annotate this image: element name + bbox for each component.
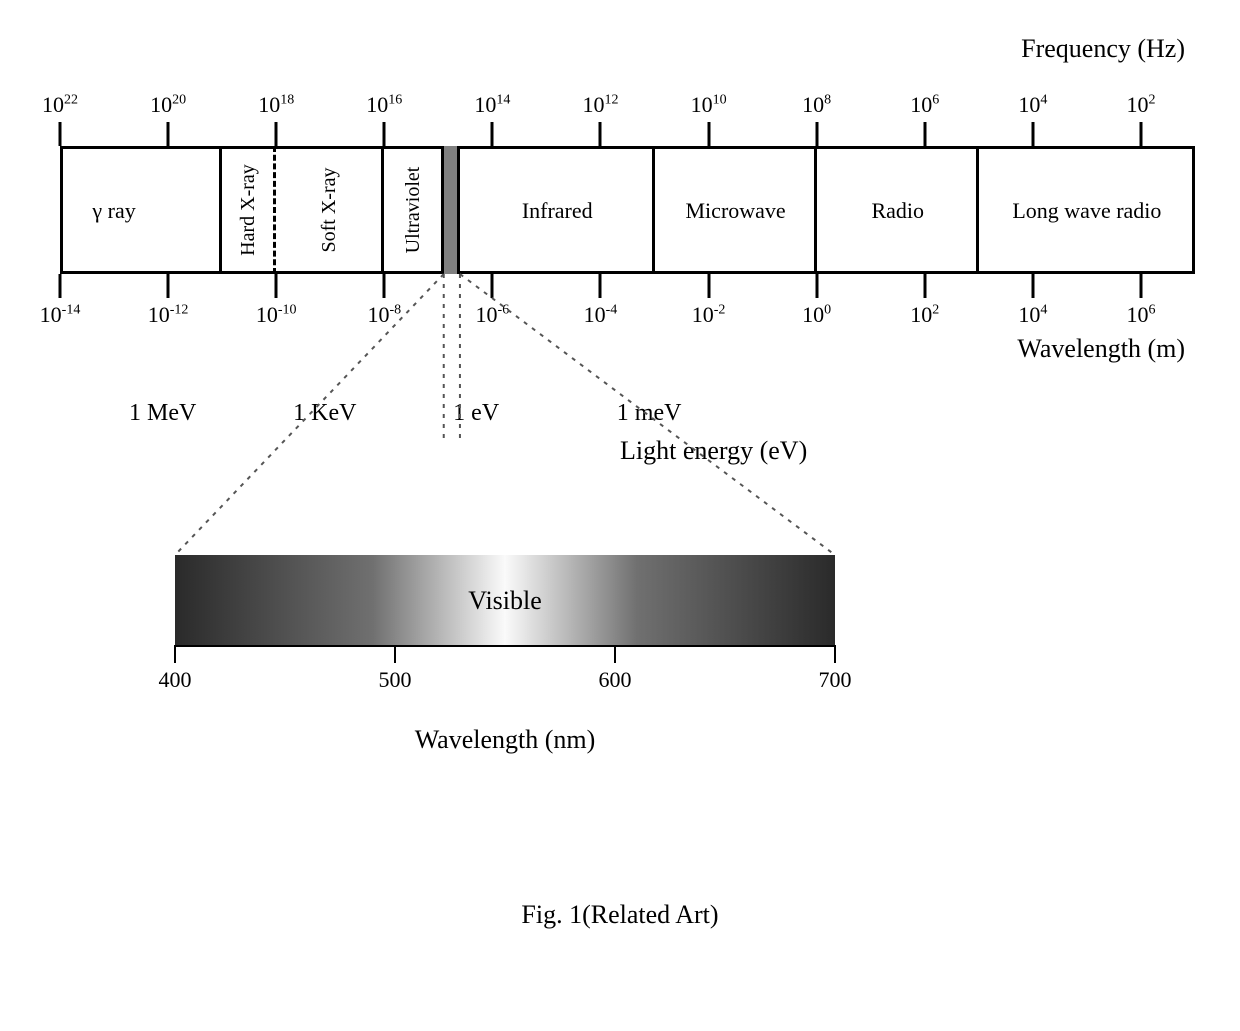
visible-spectrum-label: Visible	[468, 586, 542, 616]
frequency-tick-mark	[275, 122, 278, 146]
visible-tick-mark	[394, 645, 396, 663]
wavelength-tick-label: 106	[1126, 302, 1155, 328]
visible-tick-label: 600	[599, 667, 632, 693]
visible-tick-mark	[834, 645, 836, 663]
wavelength-tick-label: 10-2	[692, 302, 726, 328]
energy-tick-label: 1 MeV	[129, 400, 196, 427]
frequency-tick-label: 108	[802, 92, 831, 118]
wavelength-tick-mark	[707, 274, 710, 298]
visible-tick-label: 700	[819, 667, 852, 693]
frequency-tick-mark	[923, 122, 926, 146]
wavelength-tick-mark	[275, 274, 278, 298]
spectrum-band-label: γ ray	[92, 198, 135, 224]
frequency-tick-label: 1010	[691, 92, 727, 118]
visible-tick-label: 400	[159, 667, 192, 693]
frequency-tick-label: 106	[910, 92, 939, 118]
frequency-tick-label: 1022	[42, 92, 78, 118]
frequency-tick-label: 1016	[366, 92, 402, 118]
frequency-tick-mark	[59, 122, 62, 146]
wavelength-tick-label: 10-12	[148, 302, 189, 328]
frequency-tick-label: 1012	[582, 92, 618, 118]
frequency-tick-mark	[1031, 122, 1034, 146]
frequency-tick-label: 1020	[150, 92, 186, 118]
frequency-tick-mark	[815, 122, 818, 146]
visible-axis-baseline	[175, 645, 835, 647]
frequency-tick-mark	[707, 122, 710, 146]
wavelength-tick-mark	[1031, 274, 1034, 298]
wavelength-tick-mark	[815, 274, 818, 298]
wavelength-tick-label: 102	[910, 302, 939, 328]
visible-tick-label: 500	[379, 667, 412, 693]
visible-tick-mark	[614, 645, 616, 663]
figure-caption: Fig. 1(Related Art)	[521, 900, 718, 930]
frequency-tick-mark	[167, 122, 170, 146]
energy-tick-label: 1 KeV	[293, 400, 356, 427]
wavelength-tick-mark	[599, 274, 602, 298]
energy-tick-label: 1 meV	[617, 400, 682, 427]
frequency-tick-label: 1014	[474, 92, 510, 118]
frequency-tick-label: 102	[1126, 92, 1155, 118]
wavelength-tick-mark	[1139, 274, 1142, 298]
frequency-tick-label: 104	[1018, 92, 1047, 118]
wavelength-axis-title: Wavelength (m)	[1017, 334, 1185, 364]
frequency-axis-title: Frequency (Hz)	[1021, 34, 1185, 64]
frequency-tick-mark	[599, 122, 602, 146]
wavelength-tick-label: 10-14	[40, 302, 81, 328]
spectrum-band-label: Radio	[871, 198, 924, 224]
spectrum-band	[444, 146, 460, 274]
spectrum-band-label: Soft X-ray	[318, 168, 341, 253]
energy-tick-label: 1 eV	[453, 400, 499, 427]
wavelength-tick-label: 10-4	[584, 302, 618, 328]
spectrum-band-label: Infrared	[522, 198, 593, 224]
wavelength-tick-label: 10-8	[367, 302, 401, 328]
visible-tick-mark	[174, 645, 176, 663]
wavelength-tick-mark	[491, 274, 494, 298]
wavelength-tick-mark	[383, 274, 386, 298]
frequency-tick-mark	[383, 122, 386, 146]
wavelength-tick-label: 10-6	[476, 302, 510, 328]
wavelength-tick-mark	[923, 274, 926, 298]
spectrum-band-label: Long wave radio	[1012, 198, 1161, 224]
frequency-tick-label: 1018	[258, 92, 294, 118]
spectrum-band-label: Ultraviolet	[402, 167, 425, 254]
frequency-tick-mark	[491, 122, 494, 146]
energy-axis-title: Light energy (eV)	[620, 436, 807, 466]
wavelength-tick-mark	[59, 274, 62, 298]
spectrum-band-label: Microwave	[686, 198, 786, 224]
wavelength-tick-label: 104	[1018, 302, 1047, 328]
visible-axis-title: Wavelength (nm)	[415, 725, 596, 755]
spectrum-band-label: Hard X-ray	[237, 164, 260, 256]
wavelength-tick-label: 100	[802, 302, 831, 328]
frequency-tick-mark	[1139, 122, 1142, 146]
wavelength-tick-label: 10-10	[256, 302, 297, 328]
wavelength-tick-mark	[167, 274, 170, 298]
